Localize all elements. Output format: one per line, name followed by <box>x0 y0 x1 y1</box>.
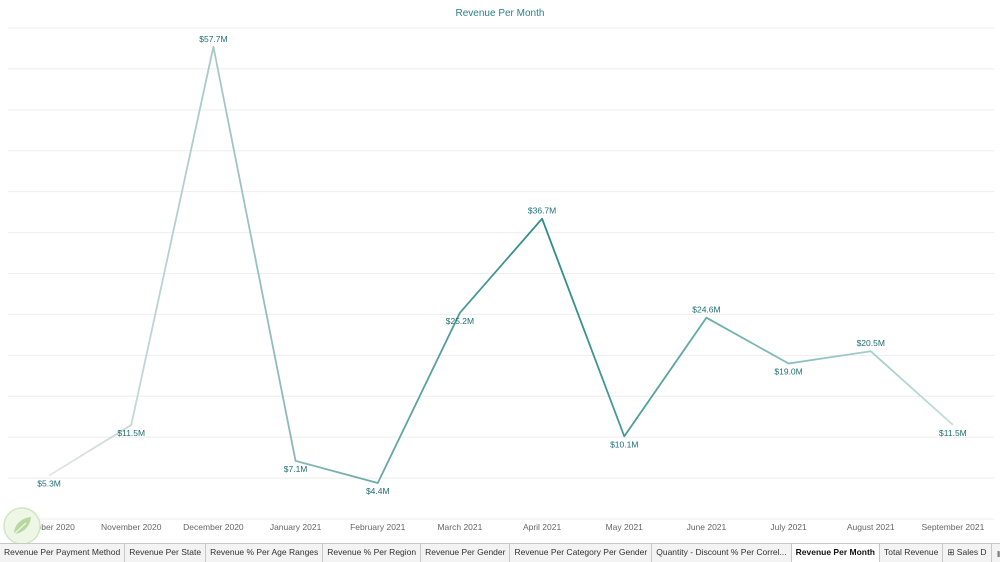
x-tick-label: January 2021 <box>270 522 322 532</box>
x-tick-label: October 2020 <box>23 522 75 532</box>
tab-quantity-discount-correlation[interactable]: Quantity - Discount % Per Correl... <box>652 544 792 562</box>
chart-title: Revenue Per Month <box>456 8 545 19</box>
tab-revenue-pct-per-age-ranges[interactable]: Revenue % Per Age Ranges <box>206 544 324 562</box>
x-tick-label: December 2020 <box>183 522 244 532</box>
data-point[interactable] <box>623 435 626 438</box>
x-tick-label: February 2021 <box>350 522 406 532</box>
data-point[interactable] <box>705 316 708 319</box>
data-point[interactable] <box>541 217 544 220</box>
x-tick-label: May 2021 <box>606 522 644 532</box>
watermark-logo-icon <box>3 507 41 545</box>
chart-area: Revenue Per Month $5.3M $11.5M $57.7M $7.1M… <box>8 8 994 532</box>
x-tick-label: November 2020 <box>101 522 162 532</box>
data-labels: $5.3M $11.5M $57.7M $7.1M $4.4M $25.2M $36.7M $… <box>37 34 967 496</box>
data-point[interactable] <box>951 423 954 426</box>
data-label: $11.5M <box>939 428 967 438</box>
tab-total-revenue[interactable]: Total Revenue <box>880 544 944 562</box>
tab-revenue-per-state[interactable]: Revenue Per State <box>125 544 207 562</box>
tab-revenue-per-payment-method[interactable]: Revenue Per Payment Method <box>0 544 126 562</box>
x-axis-ticks: October 2020 November 2020 December 2020 Ja… <box>23 522 984 532</box>
data-point[interactable] <box>787 362 790 365</box>
tab-navigation-controls: ▦ ▤ ◂ ▸ ⛶ ⧉ <box>992 544 1000 562</box>
data-label: $25.2M <box>446 316 474 326</box>
data-label: $19.0M <box>774 367 802 377</box>
data-label: $7.1M <box>284 464 308 474</box>
data-point[interactable] <box>294 459 297 462</box>
tab-revenue-per-month[interactable]: Revenue Per Month <box>791 544 880 562</box>
data-label: $11.5M <box>117 428 145 438</box>
series-line[interactable] <box>48 45 954 484</box>
grid-view-icon[interactable]: ▦ <box>996 545 1000 562</box>
data-point[interactable] <box>376 481 379 484</box>
data-label: $10.1M <box>610 439 638 449</box>
data-point[interactable] <box>48 474 51 477</box>
x-tick-label: September 2021 <box>921 522 984 532</box>
tab-revenue-pct-per-region[interactable]: Revenue % Per Region <box>323 544 422 562</box>
revenue-line-chart: Revenue Per Month $5.3M $11.5M $57.7M $7.1M… <box>8 8 994 532</box>
data-label: $20.5M <box>857 338 885 348</box>
data-point[interactable] <box>458 311 461 314</box>
data-point[interactable] <box>869 350 872 353</box>
gridlines <box>8 27 994 520</box>
data-label: $57.7M <box>199 34 227 44</box>
data-point[interactable] <box>212 45 215 48</box>
data-label: $36.7M <box>528 206 556 216</box>
x-tick-label: August 2021 <box>847 522 895 532</box>
x-tick-label: April 2021 <box>523 522 562 532</box>
data-label: $5.3M <box>37 479 61 489</box>
tab-sales-dashboard[interactable]: ⊞ Sales D <box>943 544 993 562</box>
tab-revenue-per-category-per-gender[interactable]: Revenue Per Category Per Gender <box>510 544 653 562</box>
data-label: $4.4M <box>366 486 390 496</box>
tab-revenue-per-gender[interactable]: Revenue Per Gender <box>421 544 511 562</box>
series-line-group <box>48 45 954 484</box>
data-point[interactable] <box>130 423 133 426</box>
data-label: $24.6M <box>692 305 720 315</box>
x-tick-label: March 2021 <box>437 522 482 532</box>
x-tick-label: June 2021 <box>687 522 727 532</box>
sheet-tab-bar: Revenue Per Payment Method Revenue Per S… <box>0 543 1000 562</box>
x-tick-label: July 2021 <box>770 522 807 532</box>
